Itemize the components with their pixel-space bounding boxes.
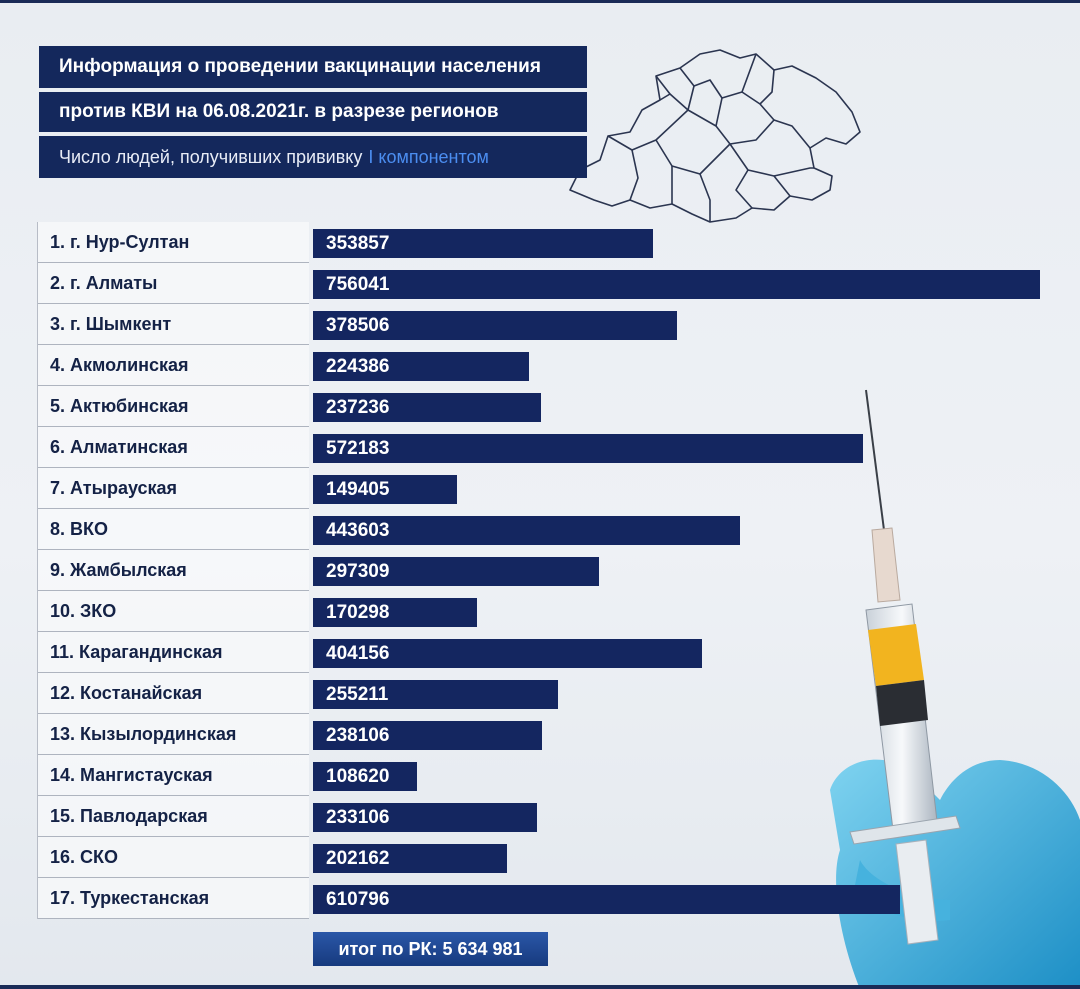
top-border bbox=[0, 0, 1080, 3]
bar-value-label: 353857 bbox=[326, 233, 390, 254]
syringe-illustration-icon bbox=[830, 389, 1080, 989]
bar bbox=[313, 844, 507, 873]
title-line-2: против КВИ на 06.08.2021г. в разрезе рег… bbox=[39, 92, 587, 132]
bar-value-label: 237236 bbox=[326, 397, 390, 418]
bar bbox=[313, 721, 542, 750]
total-badge: итог по РК: 5 634 981 bbox=[313, 932, 548, 966]
bar-value-label: 233106 bbox=[326, 807, 390, 828]
bar bbox=[313, 885, 900, 914]
region-label: 7. Атырауская bbox=[38, 468, 309, 509]
region-label: 1. г. Нур-Султан bbox=[38, 222, 309, 263]
bar bbox=[313, 311, 677, 340]
subtitle-accent: I компонентом bbox=[368, 146, 489, 167]
bar-value-label: 238106 bbox=[326, 725, 390, 746]
region-label: 15. Павлодарская bbox=[38, 796, 309, 837]
bar-value-label: 443603 bbox=[326, 520, 390, 541]
bar bbox=[313, 803, 537, 832]
region-label: 3. г. Шымкент bbox=[38, 304, 309, 345]
bar bbox=[313, 475, 457, 504]
bar bbox=[313, 229, 653, 258]
bar bbox=[313, 434, 863, 463]
bar-value-label: 572183 bbox=[326, 438, 390, 459]
bar bbox=[313, 516, 740, 545]
bar-value-label: 756041 bbox=[326, 274, 390, 295]
bar bbox=[313, 639, 702, 668]
bar-value-label: 297309 bbox=[326, 561, 390, 582]
region-label: 4. Акмолинская bbox=[38, 345, 309, 386]
bar-value-label: 610796 bbox=[326, 889, 390, 910]
region-label: 13. Кызылординская bbox=[38, 714, 309, 755]
subtitle-text: Число людей, получивших прививку bbox=[59, 146, 363, 167]
bar bbox=[313, 762, 417, 791]
region-label: 14. Мангистауская bbox=[38, 755, 309, 796]
bar bbox=[313, 270, 1040, 299]
region-label: 12. Костанайская bbox=[38, 673, 309, 714]
kazakhstan-map-icon bbox=[569, 49, 861, 223]
region-label: 5. Актюбинская bbox=[38, 386, 309, 427]
bar bbox=[313, 557, 599, 586]
bar-value-label: 108620 bbox=[326, 766, 390, 787]
bar bbox=[313, 680, 558, 709]
region-label: 10. ЗКО bbox=[38, 591, 309, 632]
bar-value-label: 404156 bbox=[326, 643, 390, 664]
subtitle: Число людей, получивших прививку I компо… bbox=[39, 136, 587, 178]
title-line-1: Информация о проведении вакцинации насел… bbox=[39, 46, 587, 88]
region-labels-panel: 1. г. Нур-Султан 2. г. Алматы 3. г. Шымк… bbox=[37, 222, 309, 919]
region-label: 2. г. Алматы bbox=[38, 263, 309, 304]
region-label: 6. Алматинская bbox=[38, 427, 309, 468]
region-label: 8. ВКО bbox=[38, 509, 309, 550]
region-label: 16. СКО bbox=[38, 837, 309, 878]
bar-value-label: 255211 bbox=[326, 684, 389, 705]
region-label: 17. Туркестанская bbox=[38, 878, 309, 919]
bar-value-label: 149405 bbox=[326, 479, 390, 500]
bar-value-label: 202162 bbox=[326, 848, 390, 869]
bar-value-label: 224386 bbox=[326, 356, 390, 377]
bar-value-label: 170298 bbox=[326, 602, 390, 623]
bottom-border bbox=[0, 985, 1080, 989]
region-label: 9. Жамбылская bbox=[38, 550, 309, 591]
bar-value-label: 378506 bbox=[326, 315, 390, 336]
bar bbox=[313, 598, 477, 627]
bar bbox=[313, 393, 541, 422]
bar bbox=[313, 352, 529, 381]
region-label: 11. Карагандинская bbox=[38, 632, 309, 673]
